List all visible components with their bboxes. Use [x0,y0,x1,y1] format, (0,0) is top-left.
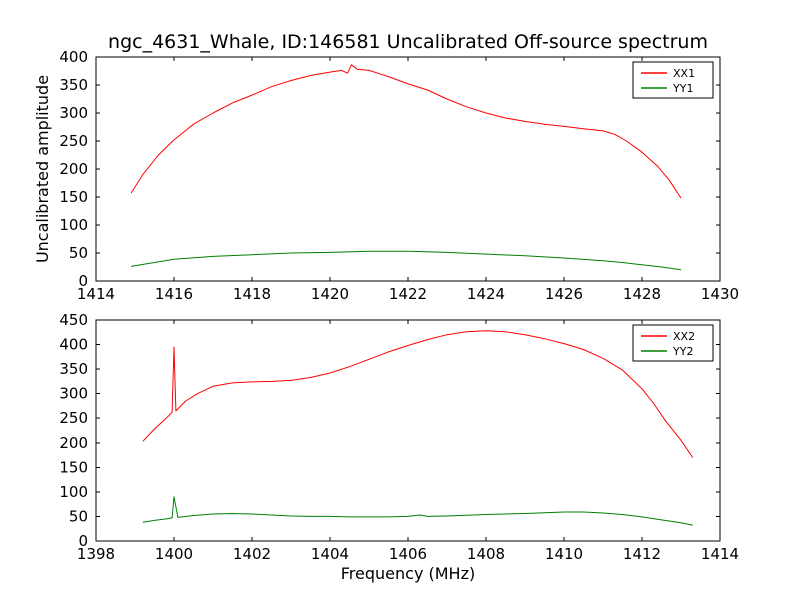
x-tick-label: 1406 [389,545,427,563]
y-tick-label: 50 [69,244,88,262]
y-tick-label: 200 [59,434,88,452]
legend-label-YY2: YY2 [672,345,693,358]
series-XX2 [142,330,694,458]
series-YY1 [131,250,682,271]
y-tick-label: 150 [59,458,88,476]
x-tick-label: 1414 [701,545,739,563]
x-tick-label: 1408 [467,545,505,563]
series-YY2 [142,496,693,526]
x-tick-label: 1414 [77,285,115,303]
y-tick-label: 350 [59,360,88,378]
y-tick-label: 50 [69,507,88,525]
y-tick-label: 400 [59,336,88,354]
y-axis-label: Uncalibrated amplitude [33,75,52,263]
y-tick-label: 0 [78,532,88,550]
x-tick-label: 1412 [623,545,661,563]
y-tick-label: 150 [59,188,88,206]
x-tick-label: 1428 [623,285,661,303]
legend-label-XX1: XX1 [673,67,695,80]
axes-frame [95,319,721,542]
y-tick-label: 200 [59,160,88,178]
y-tick-label: 0 [78,272,88,290]
x-tick-label: 1398 [77,545,115,563]
x-tick-label: 1416 [155,285,193,303]
y-tick-label: 300 [59,104,88,122]
y-tick-label: 100 [59,216,88,234]
legend-box [632,324,714,362]
x-axis-label: Frequency (MHz) [341,564,475,583]
chart-title: ngc_4631_Whale, ID:146581 Uncalibrated O… [108,31,708,53]
y-tick-label: 300 [59,385,88,403]
y-tick-label: 250 [59,132,88,150]
y-tick-label: 250 [59,409,88,427]
legend-label-YY1: YY1 [672,82,693,95]
x-tick-label: 1404 [311,545,349,563]
x-tick-label: 1424 [467,285,505,303]
x-tick-label: 1430 [701,285,739,303]
x-tick-label: 1420 [311,285,349,303]
x-tick-label: 1410 [545,545,583,563]
axes-frame [95,56,721,282]
x-tick-label: 1418 [233,285,271,303]
series-XX1 [130,64,682,199]
x-tick-label: 1426 [545,285,583,303]
legend-label-XX2: XX2 [673,330,695,343]
x-tick-label: 1400 [155,545,193,563]
legend-box [632,61,714,99]
x-tick-label: 1402 [233,545,271,563]
y-tick-label: 450 [59,311,88,329]
x-tick-label: 1422 [389,285,427,303]
y-tick-label: 350 [59,76,88,94]
y-tick-label: 400 [59,48,88,66]
y-tick-label: 100 [59,483,88,501]
